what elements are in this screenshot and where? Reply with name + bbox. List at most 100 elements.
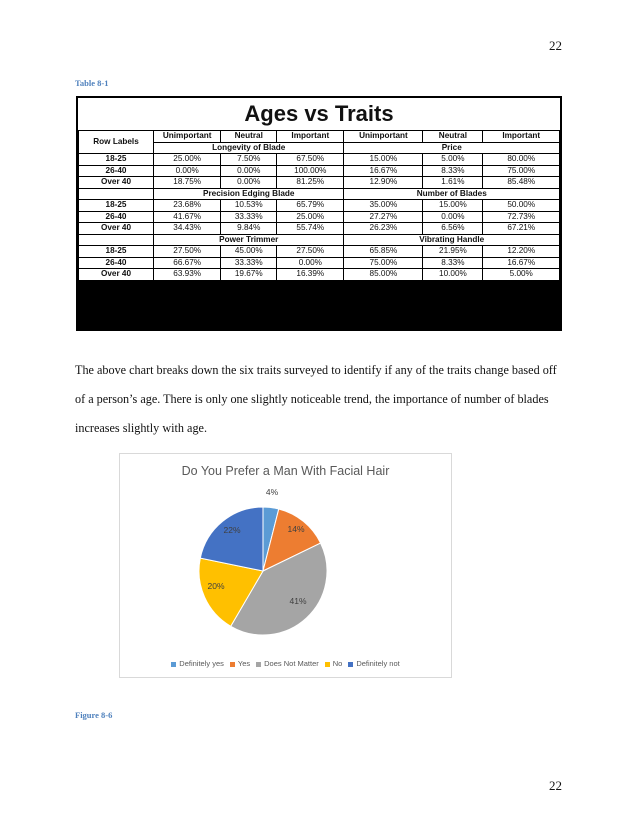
legend-item: No — [324, 659, 343, 668]
slice-data-label: 14% — [287, 524, 304, 534]
section-label-left: Power Trimmer — [153, 233, 345, 246]
table-cell: 50.00% — [482, 199, 560, 212]
page-number-top: 22 — [549, 38, 562, 53]
row-labels-header: Row Labels — [77, 130, 155, 154]
legend-swatch — [324, 661, 330, 667]
table-cell: 34.43% — [153, 222, 222, 235]
legend-label: Yes — [237, 659, 251, 668]
chart-title: Do You Prefer a Man With Facial Hair — [181, 464, 390, 478]
section-header-row: Precision Edging Blade Number of Blades — [77, 187, 560, 200]
table-cell: 27.50% — [276, 245, 345, 258]
table-cell: 15.00% — [422, 199, 484, 212]
table-cell: 67.21% — [482, 222, 560, 235]
table-row: 18-25 25.00% 7.50% 67.50% 15.00% 5.00% 80.00% — [77, 153, 560, 166]
table-cell: 0.00% — [220, 176, 278, 189]
table-cell: 19.67% — [220, 268, 278, 281]
table-cell: 16.67% — [482, 256, 560, 269]
table-cell: 66.67% — [153, 256, 222, 269]
legend-label: No — [332, 659, 343, 668]
table-cell: 9.84% — [220, 222, 278, 235]
table-cell: 33.33% — [220, 256, 278, 269]
table-cell: 100.00% — [276, 164, 345, 177]
table-row: Over 40 63.93% 19.67% 16.39% 85.00% 10.00% 5.0… — [77, 268, 560, 281]
table-cell: 8.33% — [422, 164, 484, 177]
legend-swatch — [229, 661, 235, 667]
section-label-right: Vibrating Handle — [343, 233, 560, 246]
table-cell: 8.33% — [422, 256, 484, 269]
table-title: Ages vs Traits — [78, 98, 560, 130]
table-cell: 7.50% — [220, 153, 278, 166]
legend-item: Definitely yes — [171, 659, 224, 668]
table-cell: 63.93% — [153, 268, 222, 281]
section-label-left: Precision Edging Blade — [153, 187, 345, 200]
section-label-right: Number of Blades — [343, 187, 560, 200]
table-cell: 35.00% — [343, 199, 424, 212]
table-cell: 85.00% — [343, 268, 424, 281]
row-label: Over 40 — [77, 176, 155, 189]
column-header: Neutral — [220, 130, 278, 143]
pie-slice-no — [198, 557, 264, 627]
section-header-row: Longevity of Blade Price — [79, 141, 560, 154]
table-cell: 5.00% — [422, 153, 484, 166]
table-row: 26-40 66.67% 33.33% 0.00% 75.00% 8.33% 16.67% — [77, 256, 560, 269]
table-cell: 75.00% — [343, 256, 424, 269]
table-row: 18-25 23.68% 10.53% 65.79% 35.00% 15.00% 50.00… — [77, 199, 560, 212]
row-label: 18-25 — [77, 245, 155, 258]
figure-caption: Figure 8-6 — [75, 710, 113, 720]
table-cell: 23.68% — [153, 199, 222, 212]
table-cell: 12.20% — [482, 245, 560, 258]
table-cell: 45.00% — [220, 245, 278, 258]
table-cell: 16.39% — [276, 268, 345, 281]
table-cell: 72.73% — [482, 210, 560, 223]
row-label: 18-25 — [77, 153, 155, 166]
table-cell: 65.85% — [343, 245, 424, 258]
pie-chart: Do You Prefer a Man With Facial Hair 4% 1… — [119, 453, 452, 678]
table-cell: 0.00% — [220, 164, 278, 177]
column-header: Important — [482, 130, 560, 143]
legend-label: Definitely yes — [179, 659, 224, 668]
traits-grid: Row Labels Unimportant Neutral Important Uni… — [77, 130, 560, 281]
table-cell: 6.56% — [422, 222, 484, 235]
slice-data-label: 22% — [223, 525, 240, 535]
table-cell: 0.00% — [153, 164, 222, 177]
table-cell: 5.00% — [482, 268, 560, 281]
table-cell: 1.61% — [422, 176, 484, 189]
table-cell: 26.23% — [343, 222, 424, 235]
table-cell: 85.48% — [482, 176, 560, 189]
legend-item: Definitely not — [348, 659, 400, 668]
section-spacer-cell — [77, 187, 155, 200]
pie-chart-svg: 4% 14% 41% 20% 22% — [198, 487, 328, 636]
chart-legend: Definitely yes Yes Does Not Matter No Defini… — [120, 659, 451, 668]
slice-data-label: 41% — [289, 596, 306, 606]
pie-slice-definitely-not — [199, 506, 264, 572]
legend-swatch — [348, 661, 354, 667]
pie-slice-yes — [262, 508, 322, 572]
page-number-bottom: 22 — [549, 778, 562, 793]
table-cell: 27.50% — [153, 245, 222, 258]
table-cell: 0.00% — [422, 210, 484, 223]
table-cell: 27.27% — [343, 210, 424, 223]
legend-swatch — [256, 661, 262, 667]
table-cell: 18.75% — [153, 176, 222, 189]
column-header: Unimportant — [153, 130, 222, 143]
row-label: Over 40 — [77, 268, 155, 281]
column-header: Neutral — [422, 130, 484, 143]
legend-item: Yes — [229, 659, 251, 668]
table-cell: 81.25% — [276, 176, 345, 189]
column-header: Important — [276, 130, 345, 143]
row-label: 26-40 — [77, 210, 155, 223]
table-cell: 21.95% — [422, 245, 484, 258]
table-cell: 10.53% — [220, 199, 278, 212]
legend-item: Does Not Matter — [256, 659, 319, 668]
slice-data-label: 20% — [207, 581, 224, 591]
section-header-row: Power Trimmer Vibrating Handle — [77, 233, 560, 246]
section-label-left: Longevity of Blade — [153, 141, 345, 154]
table-header-row: Row Labels Unimportant Neutral Important Uni… — [77, 130, 560, 154]
legend-label: Does Not Matter — [264, 659, 319, 668]
table-cell: 65.79% — [276, 199, 345, 212]
column-header: Unimportant — [343, 130, 424, 143]
body-paragraph: The above chart breaks down the six trai… — [75, 363, 557, 435]
table-cell: 15.00% — [343, 153, 424, 166]
table-row: 26-40 0.00% 0.00% 100.00% 16.67% 8.33% 75.00% — [77, 164, 560, 177]
ages-vs-traits-table: Ages vs Traits Row Labels Unimportant Neut… — [76, 96, 562, 331]
